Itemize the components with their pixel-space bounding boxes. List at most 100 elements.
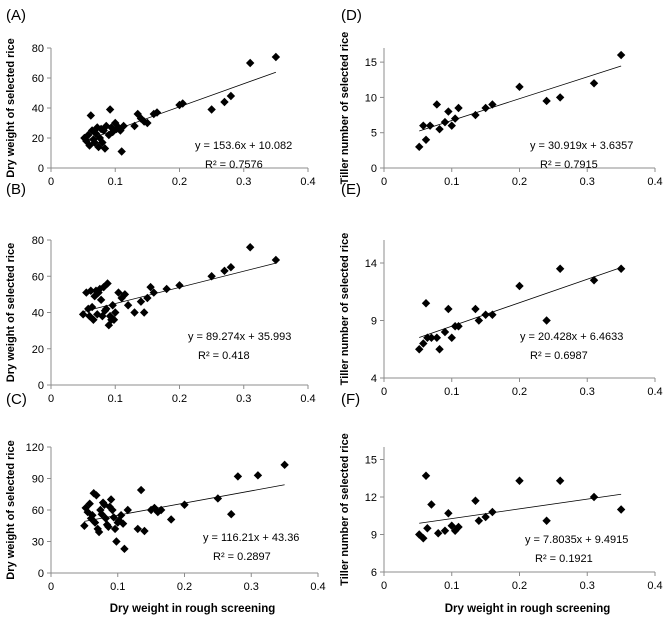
data-point <box>109 513 118 522</box>
y-tick-label: 4 <box>371 373 377 385</box>
data-point <box>123 505 132 515</box>
data-point <box>419 121 428 130</box>
panel-b: (B) 0 20 40 60 80 0 0.1 0.2 0.3 0.4 Dry weight of s… <box>5 181 316 405</box>
y-tick-label: 15 <box>365 57 377 69</box>
r-squared-label: R² = 0.7915 <box>540 159 598 171</box>
data-point <box>207 272 216 281</box>
data-point <box>94 288 103 297</box>
r-squared-label: R² = 0.6987 <box>530 350 588 362</box>
data-point <box>488 507 497 517</box>
data-point <box>454 322 463 331</box>
data-point <box>82 136 91 146</box>
data-point <box>162 284 171 294</box>
y-tick-label: 60 <box>32 73 44 85</box>
x-tick-label: 0 <box>381 176 387 188</box>
data-point <box>83 507 92 517</box>
x-tick-label: 0.2 <box>177 581 192 593</box>
data-point <box>111 308 120 317</box>
regression-equation: y = 116.21x + 43.36 <box>203 532 299 544</box>
data-point <box>444 304 453 314</box>
data-point <box>415 345 424 354</box>
data-point <box>89 315 98 324</box>
data-point <box>589 79 599 88</box>
data-point <box>589 492 599 502</box>
data-point <box>130 308 139 317</box>
y-axis-title: Tiller number of selected rice <box>339 433 351 586</box>
x-tick-label: 0.3 <box>244 581 259 593</box>
data-point <box>130 121 139 131</box>
data-point <box>555 264 565 273</box>
data-point <box>220 266 229 276</box>
panel-label: (D) <box>341 7 362 24</box>
data-point <box>100 144 110 153</box>
data-point <box>471 304 480 314</box>
panel-e: (E) 4 9 14 0 0.1 0.2 0.3 0.4 Tiller number of sel… <box>339 181 663 398</box>
y-tick-label: 6 <box>371 567 377 579</box>
data-point <box>112 537 121 546</box>
x-tick-label: 0.3 <box>580 580 595 592</box>
data-point <box>226 262 236 272</box>
data-point <box>515 476 524 485</box>
data-point <box>143 293 152 303</box>
data-point <box>81 503 90 513</box>
data-point <box>616 264 626 273</box>
panel-label: (E) <box>341 181 361 198</box>
data-point <box>435 124 444 134</box>
r-squared-label: R² = 0.2897 <box>213 551 271 563</box>
data-point <box>542 96 551 106</box>
y-tick-label: 20 <box>32 344 44 356</box>
data-point <box>86 286 96 295</box>
data-point <box>103 279 112 288</box>
x-axis-title: Dry weight in rough screening <box>445 603 611 615</box>
x-tick-label: 0 <box>48 176 54 188</box>
x-tick-label: 0.2 <box>512 580 527 592</box>
r-squared-label: R² = 0.7576 <box>205 159 263 171</box>
y-tick-label: 14 <box>365 258 377 270</box>
data-point <box>149 288 158 297</box>
data-point <box>107 123 116 132</box>
data-point <box>117 147 126 156</box>
data-point <box>80 133 89 143</box>
data-point <box>440 526 450 535</box>
data-point <box>253 471 263 480</box>
data-point <box>102 121 111 131</box>
data-point <box>213 494 223 503</box>
data-point <box>271 255 281 265</box>
data-point <box>425 121 435 130</box>
data-point <box>85 141 94 150</box>
data-point <box>415 142 424 152</box>
data-point <box>123 301 133 310</box>
data-point <box>104 320 114 330</box>
x-tick-label: 0.3 <box>580 176 595 188</box>
y-tick-label: 5 <box>371 128 377 140</box>
y-tick-label: 12 <box>365 492 377 504</box>
data-point <box>427 500 436 509</box>
x-tick-label: 0.1 <box>444 176 459 188</box>
data-point <box>106 495 116 504</box>
data-point <box>139 308 149 317</box>
x-tick-label: 0.4 <box>647 580 662 592</box>
y-tick-label: 120 <box>26 442 44 454</box>
y-tick-label: 20 <box>32 133 44 145</box>
data-point <box>89 135 98 144</box>
data-point <box>91 286 101 295</box>
x-tick-label: 0.1 <box>110 581 125 593</box>
panel-c: (C) 0 30 60 90 120 0 0.1 0.2 0.3 0.4 Dry weight of … <box>5 391 326 615</box>
data-point <box>488 100 497 109</box>
data-point <box>146 505 156 515</box>
y-axis-title: Dry weight of selected rice <box>5 38 17 177</box>
data-point <box>444 509 453 518</box>
x-tick-label: 0.4 <box>647 386 662 398</box>
data-point <box>99 282 108 292</box>
y-tick-label: 0 <box>371 163 377 175</box>
data-point <box>94 142 103 152</box>
data-point <box>104 130 114 140</box>
panel-a: (A) 0 20 40 60 80 0 0.1 0.2 0.3 0.4 Dry weight of s… <box>5 7 316 188</box>
data-point <box>481 103 490 113</box>
y-axis-title: Tiller number of selected rice <box>339 32 351 185</box>
data-point <box>90 138 99 147</box>
y-axis-title: Dry weight of selected rice <box>5 243 17 382</box>
y-tick-label: 60 <box>32 505 44 517</box>
data-point <box>175 100 184 110</box>
